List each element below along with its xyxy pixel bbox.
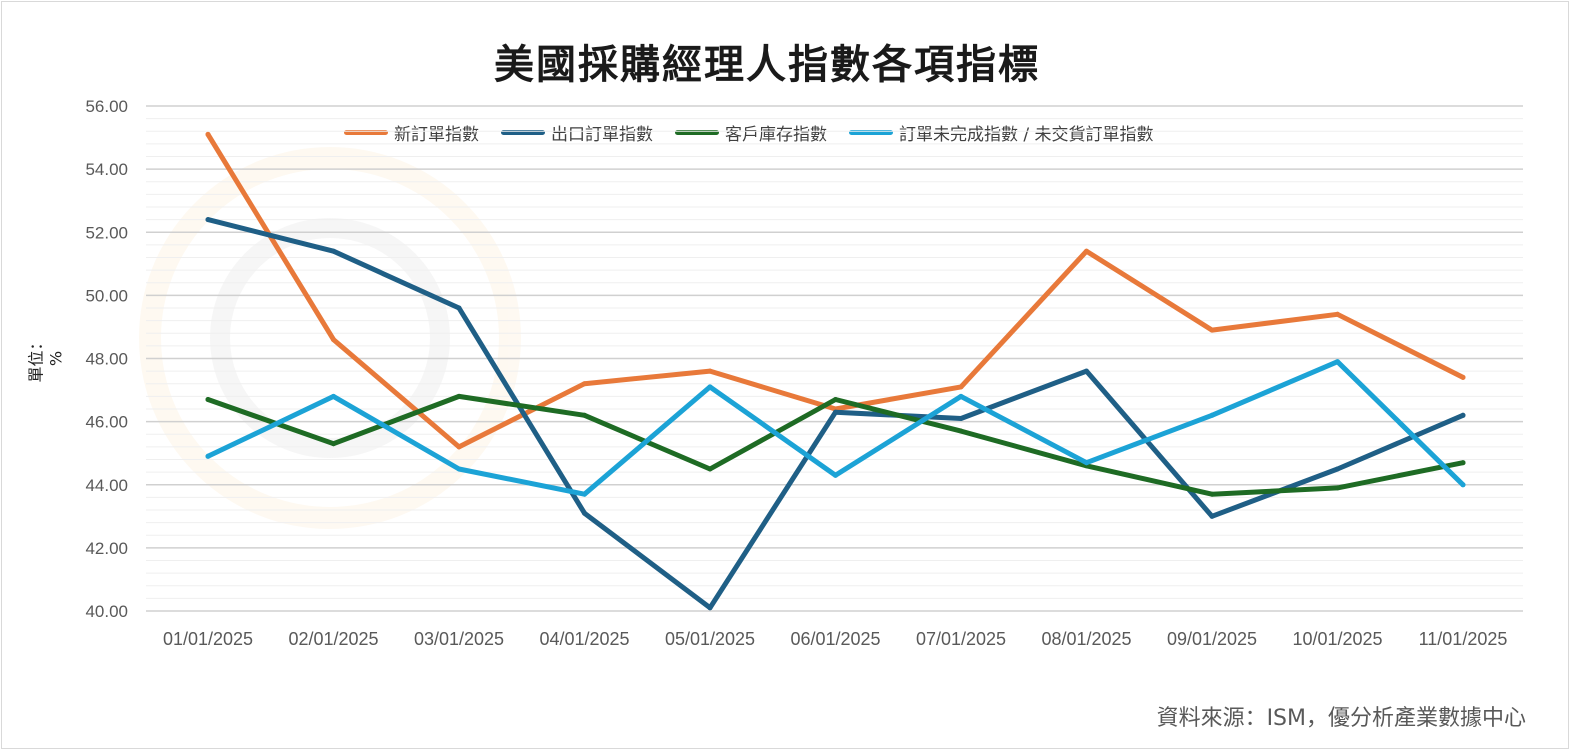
y-tick-label: 44.00 [85, 476, 128, 495]
watermark-logo [139, 147, 521, 529]
data-point-backlog [456, 466, 462, 472]
data-point-backlog [958, 393, 964, 399]
data-point-export_orders [331, 248, 336, 254]
y-tick-label: 48.00 [85, 350, 128, 369]
data-point-new_orders [456, 444, 462, 450]
data-point-backlog [1209, 412, 1215, 418]
legend-item-customer-inventory: 客戶庫存指數 [675, 120, 827, 145]
series-lines [205, 131, 1466, 611]
data-point-customer_inventory [707, 466, 713, 472]
x-tick-label: 06/01/2025 [790, 629, 880, 649]
x-tick-label: 02/01/2025 [288, 629, 378, 649]
data-point-backlog [1335, 359, 1340, 365]
legend-item-export-orders: 出口訂單指數 [501, 120, 653, 145]
data-point-new_orders [1460, 374, 1466, 380]
data-point-new_orders [958, 384, 964, 390]
legend-label-export-orders: 出口訂單指數 [551, 125, 653, 145]
data-point-new_orders [205, 131, 211, 137]
x-tick-label: 07/01/2025 [916, 629, 1006, 649]
x-tick-label: 04/01/2025 [539, 629, 629, 649]
legend-label-new-orders: 新訂單指數 [394, 125, 479, 145]
data-point-new_orders [1335, 311, 1340, 317]
data-point-backlog [205, 453, 211, 459]
data-point-customer_inventory [1209, 491, 1215, 497]
data-point-backlog [582, 491, 587, 497]
legend-swatch-new-orders [344, 130, 388, 135]
data-point-backlog [1460, 482, 1466, 488]
data-point-customer_inventory [582, 412, 587, 418]
data-point-customer_inventory [958, 428, 964, 434]
y-tick-label: 52.00 [85, 223, 128, 242]
legend-item-backlog: 訂單未完成指數 / 未交貨訂單指數 [849, 120, 1154, 145]
data-point-new_orders [1209, 327, 1215, 333]
data-point-export_orders [205, 217, 211, 223]
x-tick-label: 03/01/2025 [414, 629, 504, 649]
y-tick-label: 56.00 [85, 97, 128, 116]
y-tick-label: 50.00 [85, 286, 128, 305]
x-tick-label: 10/01/2025 [1292, 629, 1382, 649]
legend-item-new-orders: 新訂單指數 [344, 120, 479, 145]
x-tick-label: 11/01/2025 [1419, 629, 1508, 649]
y-tick-label: 54.00 [85, 160, 128, 179]
data-point-export_orders [1084, 368, 1089, 374]
y-tick-labels: 40.00 42.00 44.00 46.00 48.00 50.00 52.00 54.00… [85, 97, 128, 621]
data-point-backlog [833, 472, 838, 478]
data-point-export_orders [958, 416, 964, 421]
data-point-export_orders [582, 510, 587, 516]
x-tick-labels: 01/01/2025 02/01/2025 03/01/2025 04/01/2025… [163, 629, 1507, 649]
data-point-new_orders [331, 337, 336, 343]
source-note: 資料來源：ISM，優分析產業數據中心 [1156, 706, 1526, 731]
data-point-customer_inventory [331, 441, 336, 447]
data-point-customer_inventory [1335, 485, 1340, 491]
x-tick-label: 09/01/2025 [1167, 629, 1257, 649]
data-point-export_orders [456, 305, 462, 311]
data-point-export_orders [1460, 412, 1466, 418]
legend-swatch-backlog [849, 130, 893, 135]
legend-swatch-customer-inventory [675, 130, 719, 135]
legend-label-backlog: 訂單未完成指數 / 未交貨訂單指數 [899, 125, 1154, 145]
data-point-customer_inventory [1460, 460, 1466, 466]
data-point-new_orders [707, 368, 713, 374]
legend-swatch-export-orders [501, 130, 545, 135]
data-point-customer_inventory [833, 397, 838, 402]
x-tick-label: 01/01/2025 [163, 629, 253, 649]
chart-title: 美國採購經理人指數各項指標 [494, 42, 1040, 88]
x-tick-label: 05/01/2025 [665, 629, 755, 649]
x-tick-label: 08/01/2025 [1041, 629, 1131, 649]
data-point-backlog [1084, 460, 1089, 466]
data-point-new_orders [1084, 248, 1089, 254]
data-point-customer_inventory [456, 393, 462, 399]
data-point-new_orders [582, 381, 587, 387]
data-point-export_orders [1335, 466, 1340, 472]
legend-label-customer-inventory: 客戶庫存指數 [725, 125, 827, 145]
data-point-export_orders [1209, 513, 1215, 519]
data-point-export_orders [707, 605, 713, 611]
data-point-export_orders [833, 409, 838, 415]
y-tick-label: 42.00 [85, 539, 128, 558]
data-point-backlog [331, 393, 336, 399]
data-point-backlog [707, 384, 713, 390]
data-point-customer_inventory [205, 397, 211, 402]
y-tick-label: 46.00 [85, 413, 128, 432]
y-tick-label: 40.00 [85, 602, 128, 621]
legend: 新訂單指數 出口訂單指數 客戶庫存指數 訂單未完成指數 / 未交貨訂單指數 [344, 120, 1154, 145]
